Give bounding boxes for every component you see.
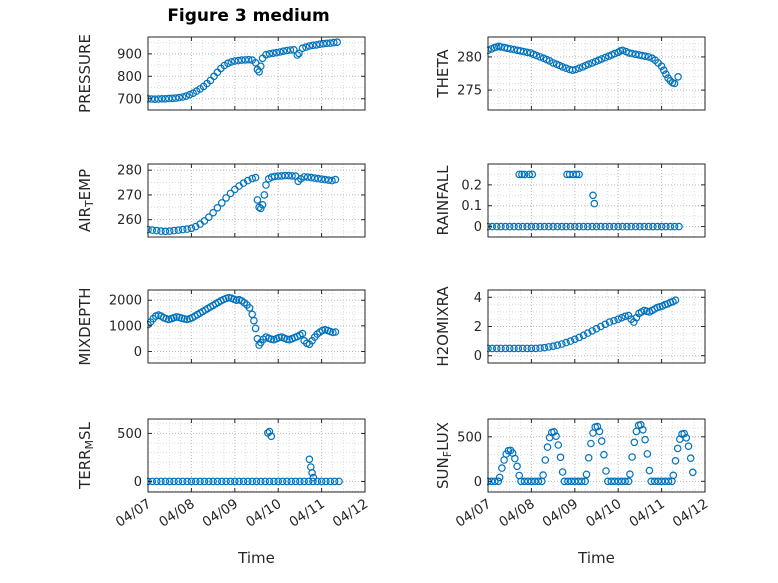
y-tick-label: 800	[117, 70, 142, 85]
series-pressure	[147, 38, 342, 104]
x-tick-label: 04/11	[626, 496, 667, 531]
y-axis-label-air-temp: AIRTEMP	[76, 169, 96, 232]
x-tick-label: 04/08	[496, 496, 537, 531]
y-tick-label: 0.2	[461, 178, 482, 193]
y-tick-label: 275	[457, 84, 482, 99]
x-tick-label: 04/07	[453, 496, 494, 531]
y-tick-label: 900	[117, 47, 142, 62]
y-tick-label: 280	[117, 164, 142, 179]
y-tick-label: 700	[117, 92, 142, 107]
series-rainfall	[487, 170, 683, 231]
subplot-h2omixra: 0 2 4 H2OMIXRA	[434, 286, 706, 367]
y-tick-label: 2000	[109, 294, 142, 309]
x-tick-label: 04/07	[113, 496, 154, 531]
x-axis-label-left: Time	[238, 549, 275, 567]
series-sun-flux	[487, 420, 697, 486]
series-air-temp	[147, 171, 340, 236]
x-tick-label: 04/08	[156, 496, 197, 531]
x-tick-label: 04/09	[200, 496, 241, 531]
series-h2omixra	[487, 296, 680, 353]
subplot-terr-msl: 0 500 04/07 04/08 04/09 04/10 04/11 04/12 TERRMS…	[76, 418, 371, 531]
y-axis-label-mixdepth: MIXDEPTH	[76, 287, 94, 365]
y-axis-label-h2omixra: H2OMIXRA	[434, 286, 452, 367]
subplot-air-temp: 260 270 280 AIRTEMP	[76, 163, 366, 238]
y-tick-label: 0	[474, 349, 482, 364]
x-tick-label: 04/12	[670, 496, 711, 531]
y-tick-label: 0	[474, 220, 482, 235]
y-axis-label-pressure: PRESSURE	[76, 34, 94, 113]
y-tick-label: 500	[457, 430, 482, 445]
y-tick-label: 260	[117, 213, 142, 228]
y-tick-label: 0	[134, 345, 142, 360]
x-axis-label-right: Time	[578, 549, 615, 567]
series-terr-msl	[147, 427, 343, 486]
series-mixdepth	[147, 293, 340, 349]
series-theta	[487, 42, 682, 88]
subplot-mixdepth: 0 1000 2000 MIXDEPTH	[76, 287, 366, 366]
y-tick-label: 2	[474, 320, 482, 335]
subplot-theta: 275 280 THETA	[434, 36, 706, 111]
y-tick-label: 1000	[109, 319, 142, 334]
y-axis-label-rainfall: RAINFALL	[434, 165, 452, 236]
y-tick-label: 0	[134, 475, 142, 490]
y-tick-label: 500	[117, 427, 142, 442]
y-tick-label: 280	[457, 50, 482, 65]
figure-title: Figure 3 medium	[167, 6, 330, 26]
y-tick-label: 0.1	[461, 199, 482, 214]
subplot-pressure: 700 800 900 PRESSURE	[76, 34, 366, 113]
y-axis-label-terr-msl: TERRMSL	[76, 421, 96, 490]
y-tick-label: 4	[474, 291, 482, 306]
y-tick-label: 270	[117, 188, 142, 203]
subplot-rainfall: 0 0.1 0.2 RAINFALL	[434, 163, 706, 238]
subplot-sun-flux: 0 500 04/07 04/08 04/09 04/10 04/11 04/12 SUNFLU…	[434, 418, 711, 531]
x-tick-label: 04/11	[286, 496, 327, 531]
y-axis-label-sun-flux: SUNFLUX	[434, 422, 454, 489]
x-tick-label: 04/10	[583, 496, 624, 531]
x-tick-label: 04/10	[243, 496, 284, 531]
x-tick-label: 04/12	[330, 496, 371, 531]
x-tick-label: 04/09	[540, 496, 581, 531]
y-axis-label-theta: THETA	[434, 49, 452, 99]
y-tick-label: 0	[474, 475, 482, 490]
